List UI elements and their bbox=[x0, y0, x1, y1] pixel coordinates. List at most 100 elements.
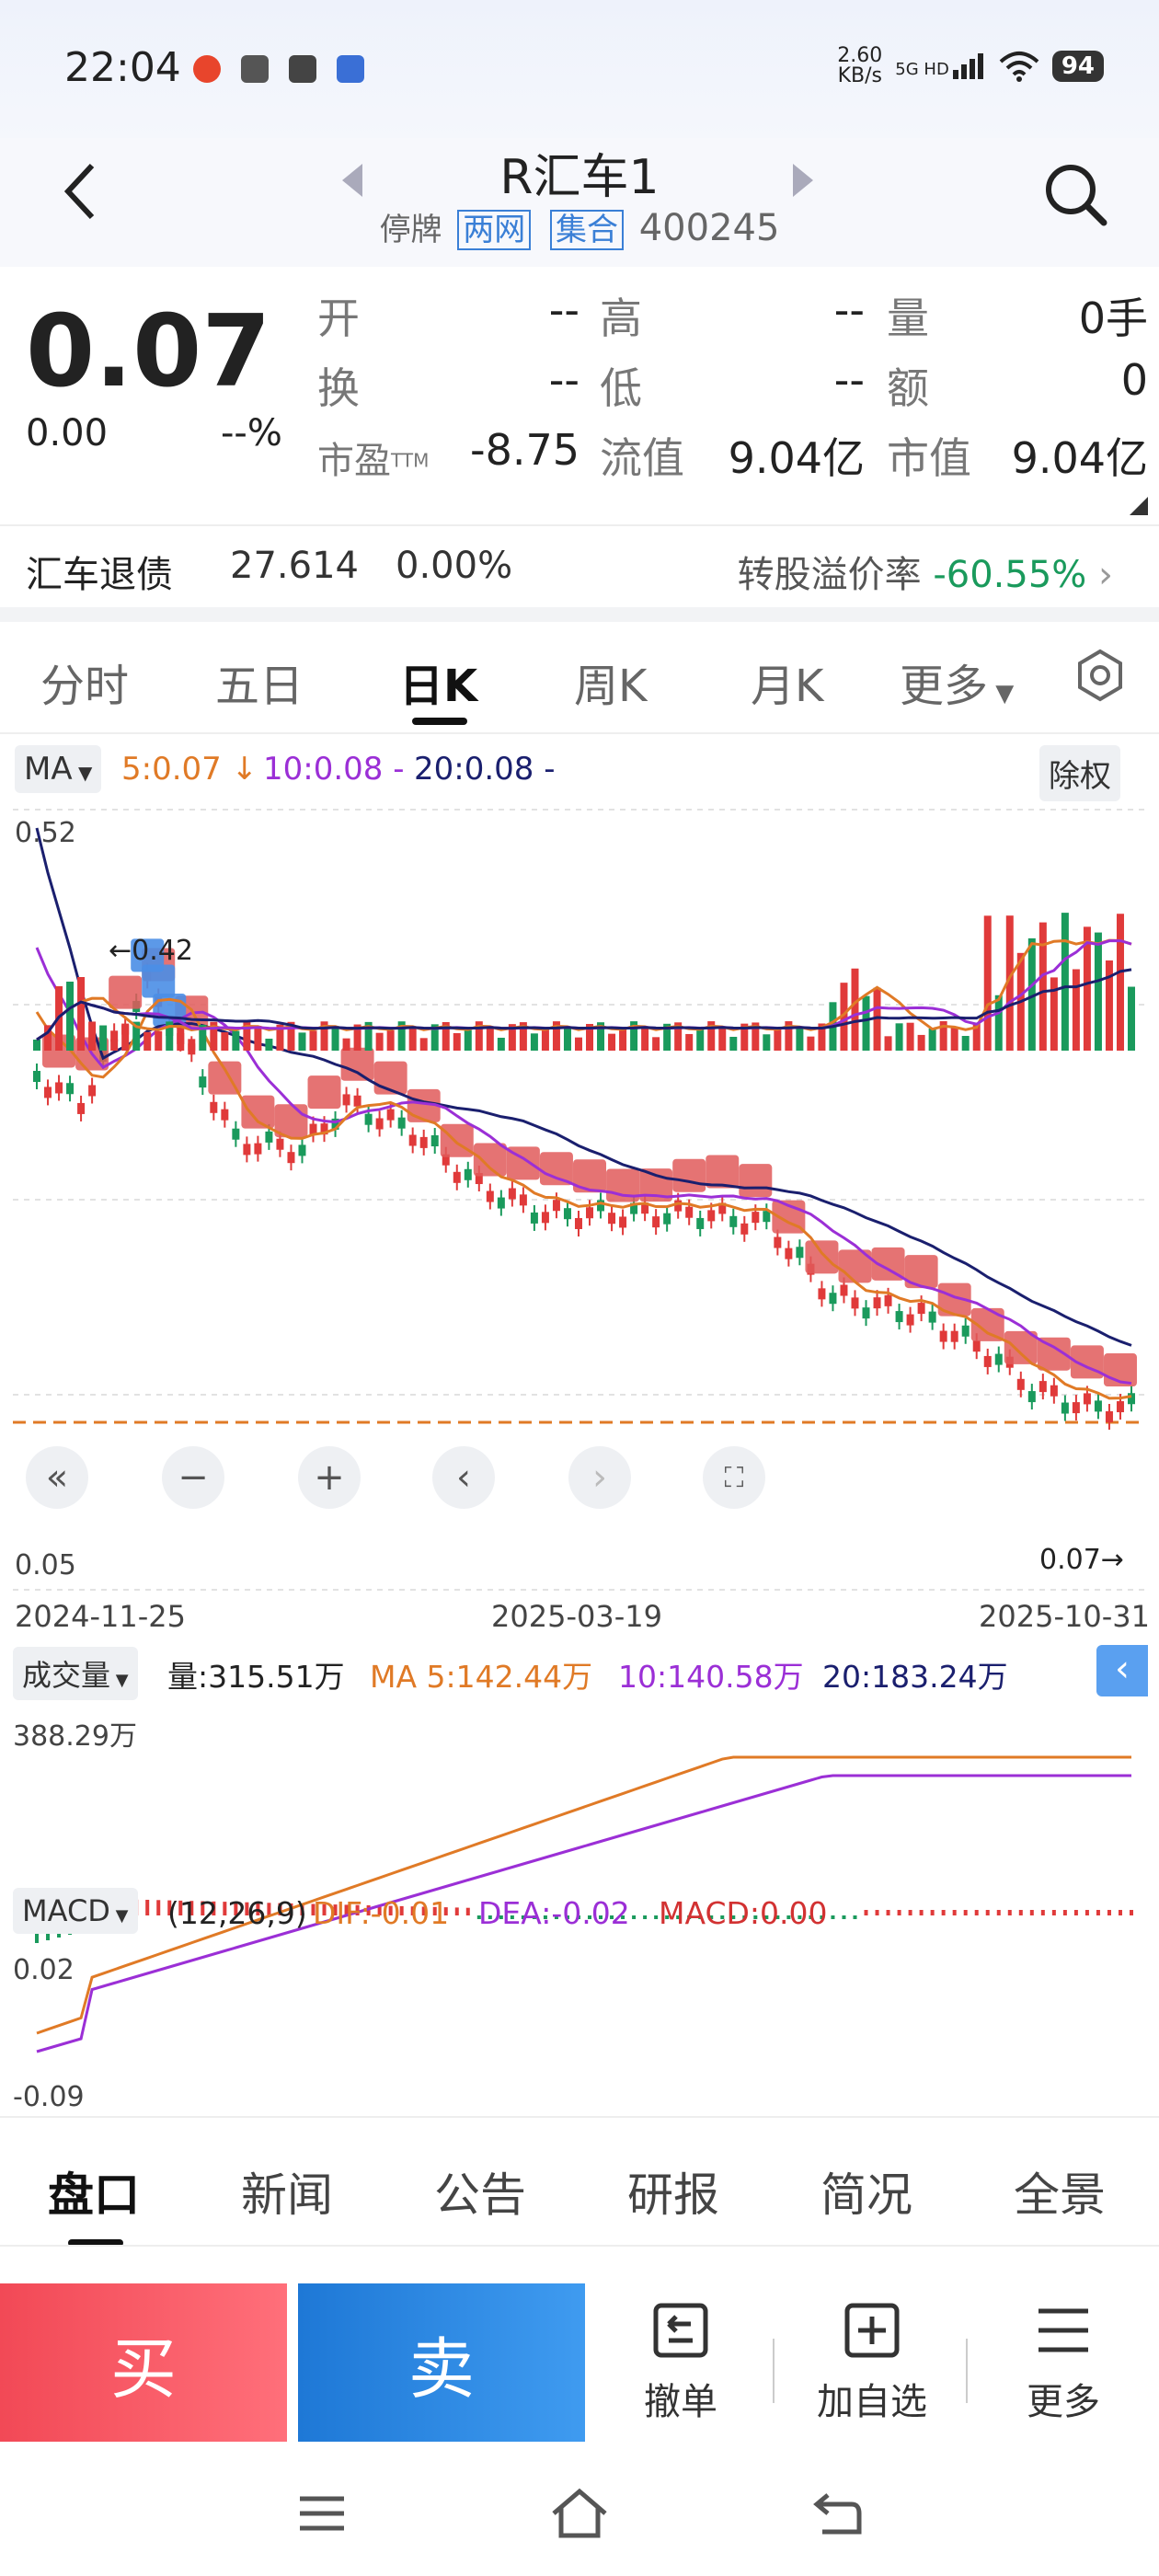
buy-button[interactable]: 买 bbox=[0, 2283, 287, 2442]
date-start: 2024-11-25 bbox=[15, 1599, 186, 1634]
network-type: 5G HD bbox=[895, 60, 949, 79]
tab-research[interactable]: 研报 bbox=[627, 2168, 719, 2222]
candle bbox=[486, 1190, 494, 1202]
back-icon[interactable] bbox=[55, 155, 110, 228]
dropdown-triangle-icon: ▼ bbox=[988, 680, 1015, 707]
buy-marker bbox=[407, 1088, 441, 1122]
tab-monthly-k[interactable]: 月K bbox=[751, 661, 824, 712]
volume-ma5: MA 5:142.44万 bbox=[370, 1659, 593, 1695]
more-label: 更多 bbox=[1027, 2381, 1100, 2423]
macd-params: (12,26,9) bbox=[167, 1895, 307, 1931]
candle bbox=[1039, 1381, 1047, 1393]
adjust-button[interactable]: 除权 bbox=[1039, 745, 1120, 801]
kline-chart[interactable] bbox=[0, 800, 1159, 2116]
fullscreen-icon[interactable]: ⛶ bbox=[703, 1446, 765, 1509]
macd-bar bbox=[245, 1902, 249, 1915]
volume-bar bbox=[1128, 986, 1135, 1051]
volume-bar bbox=[663, 1023, 671, 1051]
home-icon[interactable] bbox=[548, 2484, 611, 2543]
candle bbox=[884, 1294, 892, 1306]
tab-order-book[interactable]: 盘口 bbox=[48, 2168, 140, 2222]
macd-selector-label: MACD bbox=[22, 1893, 110, 1928]
bond-name: 汇车退债 bbox=[26, 554, 173, 596]
zoom-out-icon[interactable]: − bbox=[162, 1446, 224, 1509]
volume-bar bbox=[840, 983, 848, 1051]
candle bbox=[586, 1207, 594, 1219]
volume-bar bbox=[586, 1023, 594, 1051]
candle bbox=[320, 1123, 328, 1135]
volume-bar bbox=[950, 1028, 958, 1051]
network-icon: 5G HD bbox=[895, 53, 986, 79]
tab-profile[interactable]: 简况 bbox=[820, 2168, 912, 2222]
candle bbox=[1094, 1400, 1102, 1412]
volume-ma20: 20:183.24万 bbox=[822, 1659, 1008, 1695]
turnover-value: -- bbox=[548, 355, 580, 405]
ma-selector[interactable]: MA ▼ bbox=[15, 745, 102, 793]
volume-bar bbox=[243, 1021, 251, 1051]
volume-bar bbox=[177, 1025, 185, 1051]
tab-news[interactable]: 新闻 bbox=[241, 2168, 333, 2222]
tab-five-day[interactable]: 五日 bbox=[215, 661, 304, 712]
macd-bar bbox=[399, 1905, 404, 1915]
candles bbox=[33, 962, 1135, 1430]
tab-intraday[interactable]: 分时 bbox=[40, 661, 130, 712]
macd-bar bbox=[1073, 1910, 1078, 1915]
bond-pct: 0.00% bbox=[396, 545, 513, 587]
scroll-right-icon[interactable]: › bbox=[568, 1446, 631, 1509]
settings-icon[interactable] bbox=[1073, 648, 1128, 703]
chart-area[interactable]: 0.52 0.05 ←0.42 0.07→ « − + ‹ › ⛶ 2024-1… bbox=[0, 800, 1159, 2116]
volume-bar bbox=[796, 1027, 804, 1051]
add-watchlist-button[interactable]: 加自选 bbox=[780, 2298, 964, 2425]
search-icon[interactable] bbox=[1039, 158, 1113, 232]
previous-stock-icon[interactable] bbox=[342, 164, 362, 197]
macd-selector[interactable]: MACD ▼ bbox=[13, 1888, 138, 1934]
tab-daily-k[interactable]: 日K bbox=[399, 661, 478, 712]
volume-bar bbox=[718, 1027, 727, 1051]
volume-bar bbox=[453, 1033, 461, 1051]
candle bbox=[796, 1247, 804, 1259]
tab-weekly-k[interactable]: 周K bbox=[574, 661, 648, 712]
candle bbox=[33, 1071, 40, 1082]
macd-bar bbox=[488, 1915, 492, 1919]
buy-marker bbox=[109, 975, 143, 1009]
cancel-order-button[interactable]: 撤单 bbox=[589, 2298, 773, 2425]
macd-bar bbox=[554, 1915, 558, 1919]
more-button[interactable]: 更多 bbox=[971, 2298, 1155, 2425]
app-notification-icon bbox=[241, 55, 269, 83]
recent-apps-icon[interactable] bbox=[294, 2486, 350, 2541]
stock-subtitle: 停牌 两网 集合 400245 bbox=[0, 204, 1159, 250]
tab-announcements[interactable]: 公告 bbox=[434, 2168, 526, 2222]
tab-more[interactable]: 更多 ▼ bbox=[900, 650, 1014, 714]
collapse-panel-icon[interactable]: ‹ bbox=[1096, 1645, 1148, 1696]
candle bbox=[66, 1083, 75, 1095]
volume-bar bbox=[408, 1026, 417, 1051]
low-value: -- bbox=[833, 355, 865, 405]
candle bbox=[508, 1188, 516, 1200]
ma10-value: 10:0.08 - bbox=[263, 751, 405, 788]
tab-overview[interactable]: 全景 bbox=[1014, 2168, 1106, 2222]
volume-ma10: 10:140.58万 bbox=[618, 1659, 804, 1695]
candle bbox=[430, 1135, 439, 1147]
candle bbox=[696, 1217, 705, 1229]
back-nav-icon[interactable] bbox=[809, 2486, 865, 2541]
buy-marker bbox=[871, 1247, 905, 1281]
candle bbox=[77, 1102, 86, 1114]
candle bbox=[862, 1307, 870, 1319]
scroll-to-start-icon[interactable]: « bbox=[26, 1446, 88, 1509]
buy-marker bbox=[937, 1282, 971, 1317]
candle bbox=[298, 1144, 306, 1156]
zoom-in-icon[interactable]: + bbox=[298, 1446, 361, 1509]
add-watchlist-icon bbox=[844, 2303, 900, 2358]
expand-corner-icon[interactable] bbox=[1130, 497, 1148, 515]
convertible-bond-row[interactable]: 汇车退债 27.614 0.00% 转股溢价率 -60.55% › bbox=[0, 524, 1159, 609]
volume-selector[interactable]: 成交量 ▼ bbox=[13, 1647, 138, 1700]
last-price-marker: 0.07→ bbox=[1039, 1544, 1124, 1576]
next-stock-icon[interactable] bbox=[793, 164, 813, 197]
amount-label: 额 bbox=[887, 363, 929, 413]
candle bbox=[221, 1109, 229, 1121]
volume-bar bbox=[785, 1021, 793, 1051]
scroll-left-icon[interactable]: ‹ bbox=[432, 1446, 495, 1509]
sell-button[interactable]: 卖 bbox=[298, 2283, 585, 2442]
candle bbox=[740, 1223, 749, 1235]
candle bbox=[44, 1087, 52, 1098]
